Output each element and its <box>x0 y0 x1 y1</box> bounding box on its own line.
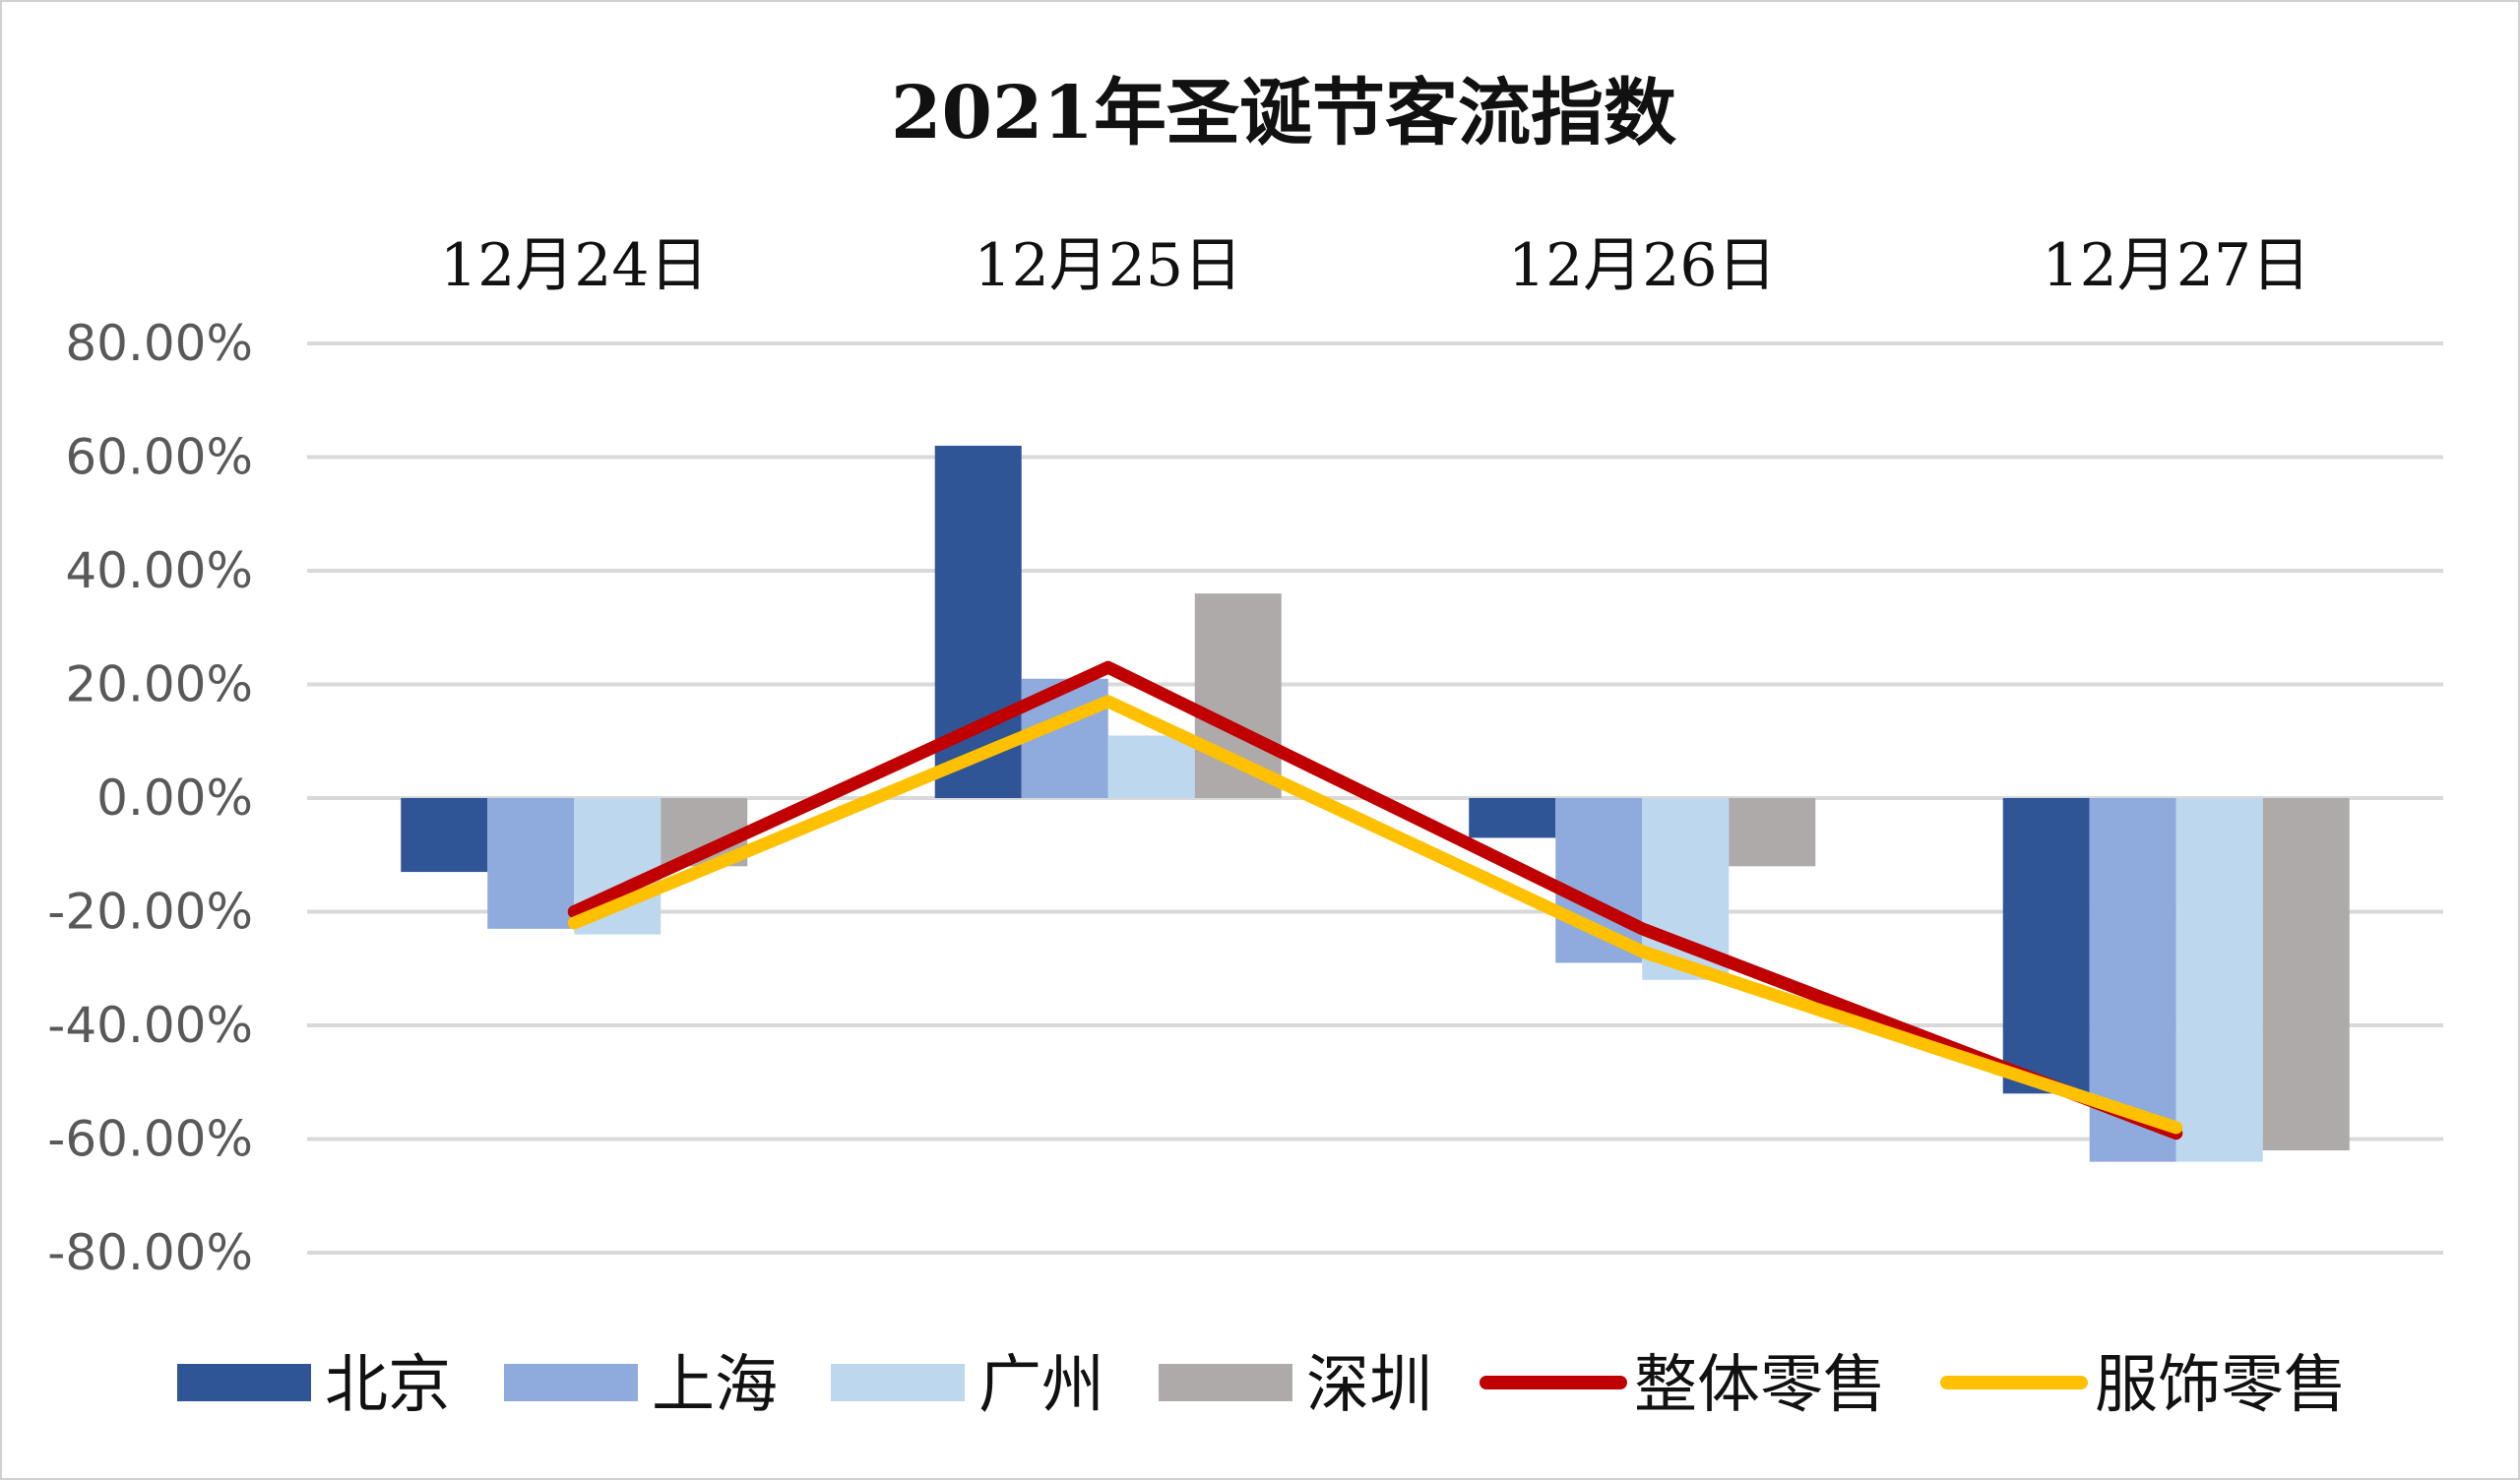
legend-swatch <box>831 1364 965 1401</box>
bar-layer <box>401 445 2350 1162</box>
legend-label: 服饰零售 <box>2095 1349 2347 1422</box>
bar <box>1729 798 1816 867</box>
bar <box>401 798 488 873</box>
series-line <box>567 695 2183 1135</box>
legend: 北京 上海 广州 深圳 整体零售 服饰零售 <box>177 1349 2347 1422</box>
y-tick-label: 20.00% <box>65 656 253 713</box>
bar <box>2002 798 2090 1094</box>
legend-label: 广州 <box>978 1349 1104 1422</box>
y-tick-label: -80.00% <box>47 1224 253 1281</box>
category-label: 12月26日 <box>1508 231 1777 300</box>
bar <box>2175 798 2263 1162</box>
legend-label: 上海 <box>652 1349 778 1422</box>
line-layer <box>567 660 2183 1141</box>
bar <box>2262 798 2350 1151</box>
y-tick-label: 60.00% <box>65 429 253 486</box>
category-label: 12月27日 <box>2042 231 2310 300</box>
y-tick-label: -40.00% <box>47 997 253 1054</box>
series-line <box>567 660 2183 1141</box>
bar <box>1107 735 1195 798</box>
bar <box>487 798 575 929</box>
legend-swatch <box>177 1364 311 1401</box>
legend-swatch <box>1159 1364 1292 1401</box>
y-tick-label: -60.00% <box>47 1111 253 1168</box>
y-tick-label: 40.00% <box>65 542 253 599</box>
category-label: 12月24日 <box>440 231 709 300</box>
legend-label: 整体零售 <box>1634 1349 1886 1422</box>
legend-swatch <box>504 1364 638 1401</box>
chart-title: 2021年圣诞节客流指数 <box>891 71 1676 155</box>
y-tick-label: 80.00% <box>65 315 253 372</box>
bar <box>1469 798 1556 838</box>
category-labels: 12月24日 12月25日 12月26日 12月27日 <box>440 231 2310 300</box>
y-axis-ticks: 80.00% 60.00% 40.00% 20.00% 0.00% -20.00% -40.… <box>47 315 253 1281</box>
legend-label: 北京 <box>325 1349 451 1422</box>
legend-label: 深圳 <box>1306 1349 1432 1422</box>
category-label: 12月25日 <box>974 231 1242 300</box>
y-tick-label: -20.00% <box>47 884 253 941</box>
y-tick-label: 0.00% <box>96 770 253 827</box>
